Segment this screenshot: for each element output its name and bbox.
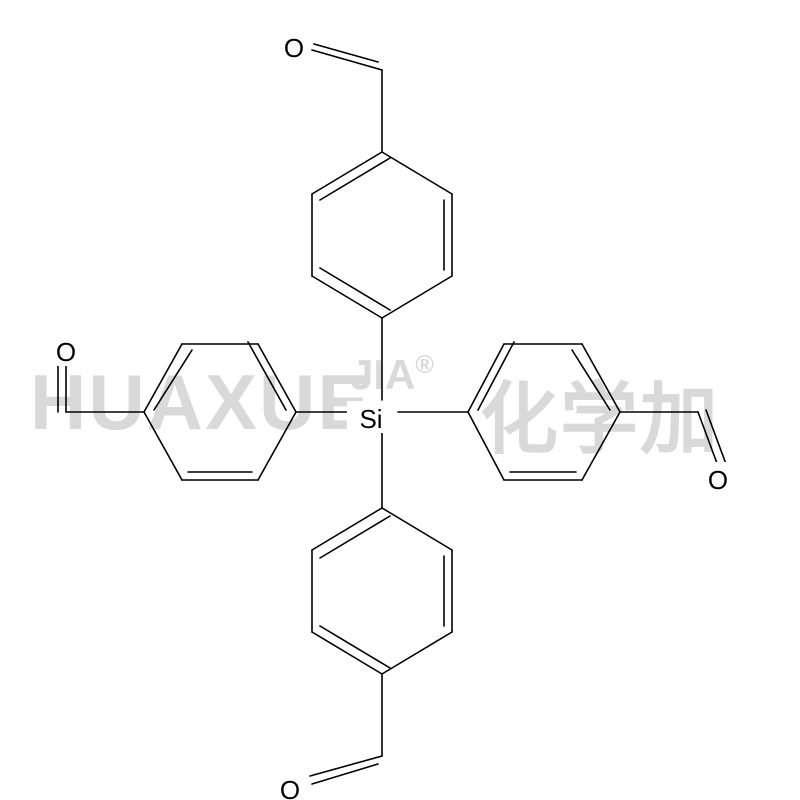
atom-labels-group: Si O O O O <box>52 30 732 800</box>
bond <box>312 632 382 674</box>
bond <box>382 632 452 674</box>
bond <box>706 410 726 464</box>
bond <box>382 508 452 550</box>
bond <box>258 344 296 412</box>
bond <box>312 152 382 194</box>
bond <box>582 344 620 412</box>
bond <box>320 516 390 558</box>
molecule-diagram: Si O O O O <box>0 0 800 800</box>
bond <box>468 412 504 480</box>
bond <box>312 276 382 318</box>
bond <box>320 626 390 668</box>
bond <box>320 158 390 200</box>
bond <box>478 342 514 410</box>
atom-label-O2: O <box>56 337 76 367</box>
bond <box>258 412 296 480</box>
bond <box>144 344 182 412</box>
atom-label-O4: O <box>280 775 300 800</box>
bond <box>312 508 382 550</box>
atom-label-Si: Si <box>359 404 382 434</box>
bond <box>320 268 390 310</box>
bond <box>468 344 504 412</box>
bond <box>382 276 452 318</box>
bond <box>144 412 182 480</box>
bond <box>582 412 620 480</box>
bond <box>698 412 718 466</box>
atom-label-O1: O <box>284 33 304 63</box>
atom-label-O3: O <box>708 465 728 495</box>
bond <box>248 342 286 410</box>
bond <box>382 152 452 194</box>
